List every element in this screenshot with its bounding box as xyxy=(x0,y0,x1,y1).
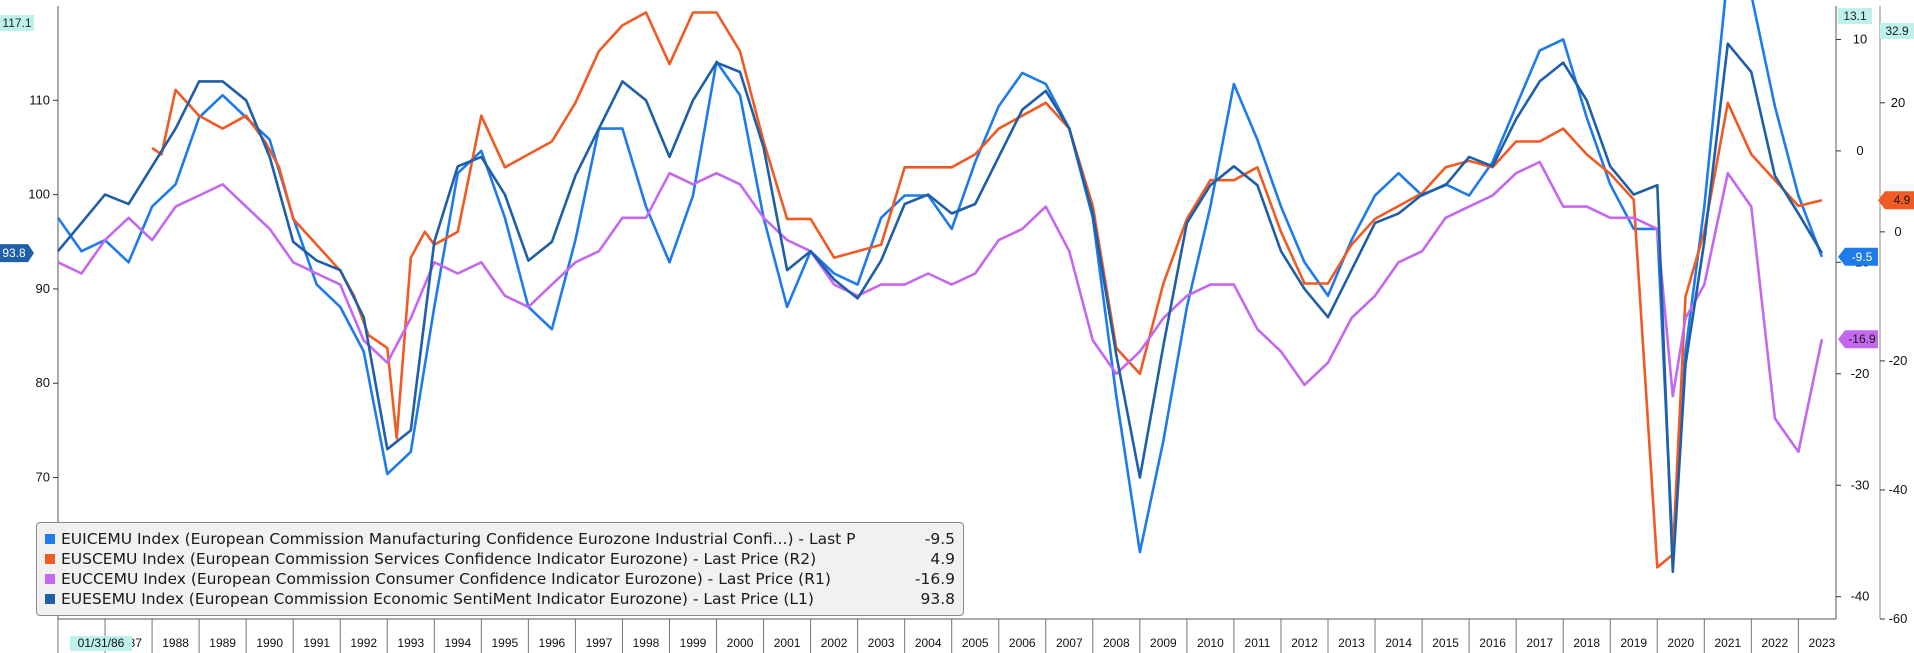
x-tick-label: 2021 xyxy=(1714,636,1741,650)
right-top-tag-label: 13.1 xyxy=(1843,9,1867,23)
x-tick-label: 2015 xyxy=(1432,636,1459,650)
right2-top-tag-label: 32.9 xyxy=(1885,24,1909,38)
x-tick-label: 1996 xyxy=(539,636,566,650)
legend-label: EUICEMU Index (European Commission Manuf… xyxy=(61,530,856,548)
last-tag-consumer xyxy=(1838,330,1878,349)
x-tick-label: 2009 xyxy=(1150,636,1177,650)
right-tick-label: 0 xyxy=(1856,143,1863,158)
right2-tick-label: -40 xyxy=(1889,482,1908,497)
legend-item-services: EUSCEMU Index (European Commission Servi… xyxy=(45,549,955,569)
last-tag-manufacturing-label: -9.5 xyxy=(1852,250,1873,264)
right-tick-label: -40 xyxy=(1851,589,1870,604)
gridlines xyxy=(57,619,1799,653)
x-tick-label: 2017 xyxy=(1526,636,1553,650)
x-tick-label: 2022 xyxy=(1762,636,1789,650)
x-tick-label: 2004 xyxy=(915,636,942,650)
last-tag-services xyxy=(1878,191,1914,210)
series-line-1 xyxy=(151,11,1823,569)
legend-item-sentiment: EUESEMU Index (European Commission Econo… xyxy=(45,589,955,609)
x-tick-label: 1991 xyxy=(303,636,330,650)
x-tick-label: 2008 xyxy=(1103,636,1130,650)
left-tick-label: 110 xyxy=(29,92,50,107)
x-tick-label: 2019 xyxy=(1620,636,1647,650)
right-tick-label: 10 xyxy=(1853,31,1867,46)
x-tick-label: 2014 xyxy=(1385,636,1412,650)
legend-item-manufacturing: EUICEMU Index (European Commission Manuf… xyxy=(45,529,955,549)
left-tick-label: 90 xyxy=(36,281,50,296)
x-tick-label: 2003 xyxy=(868,636,895,650)
x-tick-label: 1988 xyxy=(162,636,189,650)
x-tick-label: 2000 xyxy=(727,636,754,650)
x-tick-label: 2011 xyxy=(1245,636,1271,650)
x-tick-label: 1998 xyxy=(633,636,660,650)
x-tick-label: 1989 xyxy=(209,636,236,650)
legend-value: 93.8 xyxy=(920,590,955,608)
x-tick-label: 2007 xyxy=(1056,636,1083,650)
legend-value: -9.5 xyxy=(924,530,955,548)
last-tag-manufacturing xyxy=(1838,247,1878,266)
axis-value-tags: 01/31/86 117.1 13.1 32.9 93.8 -9.5 -16.9 4.9 xyxy=(0,8,1914,651)
right-tick-label: -20 xyxy=(1851,366,1870,381)
x-tick-label: 2001 xyxy=(774,636,801,650)
x-tick-label: 1993 xyxy=(397,636,424,650)
x-tick-label: 2016 xyxy=(1479,636,1506,650)
x-tick-label: 1994 xyxy=(444,636,471,650)
right2-tick-label: 0 xyxy=(1894,224,1901,239)
legend-item-consumer: EUCCEMU Index (European Commission Consu… xyxy=(45,569,955,589)
right2-tick-label: -20 xyxy=(1889,353,1908,368)
legend-swatch xyxy=(45,594,55,604)
x-tick-label: 1992 xyxy=(350,636,377,650)
right-tick-label: -30 xyxy=(1851,477,1870,492)
x-tick-label: 2002 xyxy=(821,636,848,650)
legend-value: -16.9 xyxy=(914,570,955,588)
x-tick-label: 2010 xyxy=(1197,636,1224,650)
x-tick-label: 2018 xyxy=(1573,636,1600,650)
x-tick-label: 1990 xyxy=(256,636,283,650)
legend-swatch xyxy=(45,534,55,544)
right-top-tag xyxy=(1838,8,1872,24)
legend-label: EUSCEMU Index (European Commission Servi… xyxy=(61,550,817,568)
right2-tick-label: -60 xyxy=(1889,611,1908,626)
last-tag-services-label: 4.9 xyxy=(1894,193,1911,207)
start-date-label: 01/31/86 xyxy=(78,636,125,650)
left-top-tag xyxy=(0,15,34,31)
series-line-3 xyxy=(56,42,1824,574)
legend-value: 4.9 xyxy=(930,550,955,568)
left-top-tag-label: 117.1 xyxy=(2,16,31,30)
last-tag-sentiment-label: 93.8 xyxy=(2,246,26,260)
last-tag-consumer-label: -16.9 xyxy=(1848,332,1876,346)
x-tick-label: 2020 xyxy=(1667,636,1694,650)
x-tick-label: 1999 xyxy=(680,636,707,650)
right2-top-tag xyxy=(1880,23,1914,39)
x-tick-label: 1995 xyxy=(492,636,519,650)
legend: EUICEMU Index (European Commission Manuf… xyxy=(36,522,964,616)
right2-tick-label: 20 xyxy=(1891,95,1905,110)
series-line-0 xyxy=(56,0,1824,554)
axes: 60708090100110-40-30-20-10010-60-40-2002… xyxy=(28,6,1907,650)
legend-swatch xyxy=(45,554,55,564)
x-tick-label: 2005 xyxy=(962,636,989,650)
legend-label: EUCCEMU Index (European Commission Consu… xyxy=(61,570,831,588)
left-tick-label: 70 xyxy=(36,470,50,485)
x-tick-label: 2013 xyxy=(1338,636,1365,650)
series-line-2 xyxy=(57,160,1824,454)
x-tick-label: 2012 xyxy=(1291,636,1318,650)
legend-label: EUESEMU Index (European Commission Econo… xyxy=(61,590,814,608)
legend-swatch xyxy=(45,574,55,584)
x-tick-label: 1997 xyxy=(586,636,613,650)
left-tick-label: 100 xyxy=(28,187,50,202)
x-tick-label: 2006 xyxy=(1009,636,1036,650)
series-lines xyxy=(56,0,1824,574)
left-tick-label: 80 xyxy=(36,375,50,390)
last-tag-sentiment xyxy=(0,244,34,263)
start-date-tag xyxy=(70,636,132,651)
x-tick-label: 2023 xyxy=(1809,636,1836,650)
